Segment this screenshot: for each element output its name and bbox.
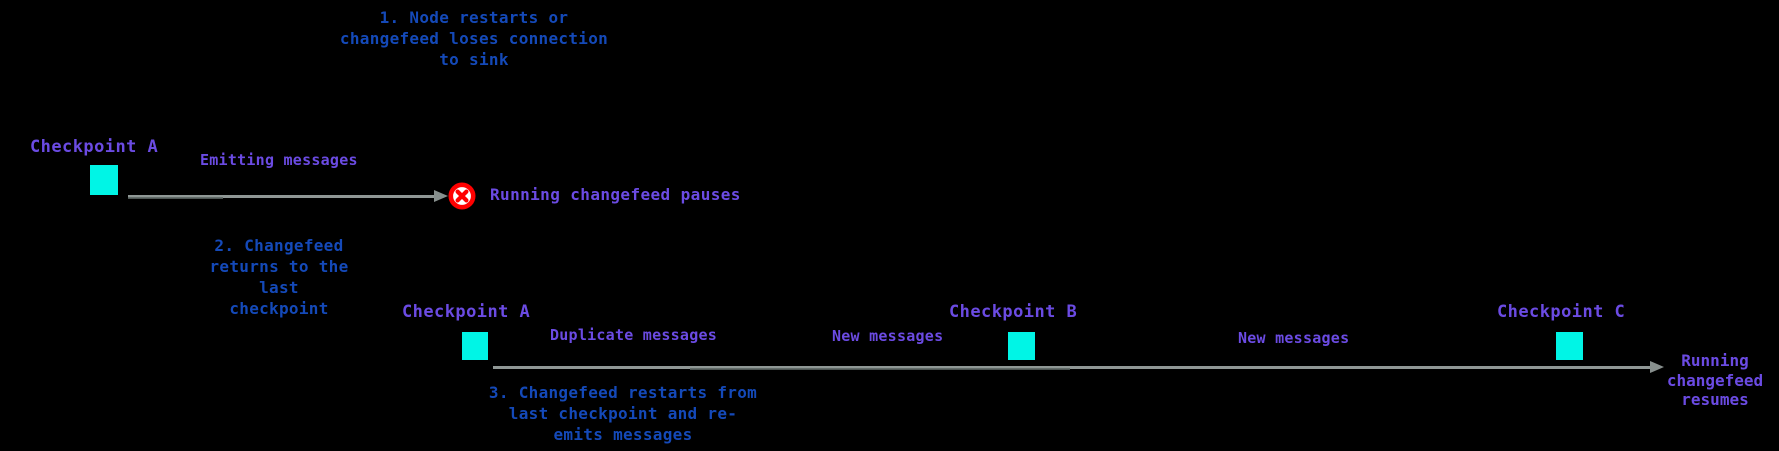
timeline1-checkpoint-a-marker [90,165,118,195]
timeline1-arrowhead-icon [434,190,448,202]
timeline2-checkpoint-a-marker [462,332,488,360]
duplicate-messages-label: Duplicate messages [550,326,718,344]
step3-note: 3. Changefeed restarts from last checkpo… [488,383,758,444]
timeline2-checkpoint-b-marker [1008,332,1035,360]
x-circle-icon [448,182,476,210]
timeline2-arrow-shaft-shade [690,368,1070,370]
timeline1-checkpoint-a-label: Checkpoint A [30,137,159,157]
changefeed-pauses-label: Running changefeed pauses [490,185,741,204]
timeline2-arrow-shaft [493,366,1650,369]
new-messages-2-label: New messages [1238,329,1350,347]
timeline2-checkpoint-a-label: Checkpoint A [402,302,531,322]
changefeed-resumes-label: Running changefeed resumes [1666,351,1764,409]
new-messages-1-label: New messages [832,327,944,345]
step1-note: 1. Node restarts or changefeed loses con… [339,8,609,69]
emitting-messages-label: Emitting messages [200,151,358,169]
timeline2-checkpoint-c-marker [1556,332,1583,360]
step2-note: 2. Changefeed returns to the last checkp… [209,236,349,318]
timeline2-arrowhead-icon [1650,361,1664,373]
timeline2-checkpoint-b-label: Checkpoint B [949,302,1078,322]
timeline1-arrow-shaft [128,195,436,198]
timeline1-arrow-shaft-shade [128,197,223,199]
timeline2-checkpoint-c-label: Checkpoint C [1497,302,1626,322]
